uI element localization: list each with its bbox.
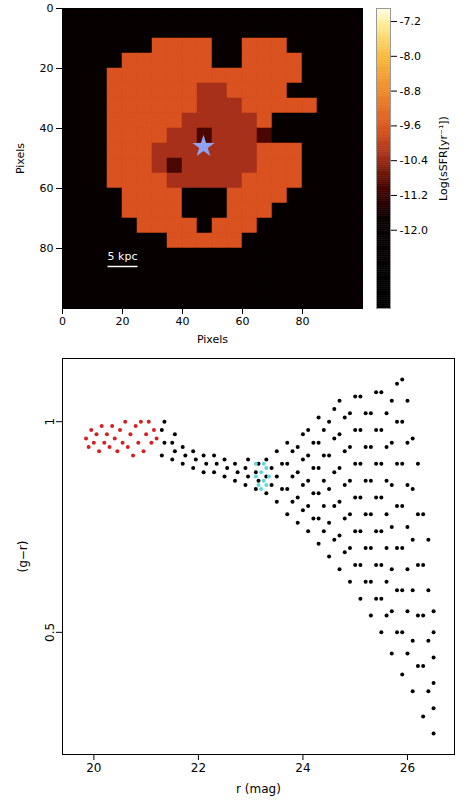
svg-text:26: 26 <box>400 761 415 775</box>
svg-text:40: 40 <box>176 315 190 328</box>
svg-text:0: 0 <box>59 315 66 328</box>
svg-text:Pixels: Pixels <box>197 333 228 346</box>
svg-text:20: 20 <box>40 62 54 75</box>
svg-text:-11.2: -11.2 <box>400 189 428 202</box>
svg-text:0.5: 0.5 <box>43 623 57 642</box>
svg-text:40: 40 <box>40 122 54 135</box>
svg-text:r (mag): r (mag) <box>236 782 281 796</box>
svg-text:-7.2: -7.2 <box>400 15 421 28</box>
svg-text:22: 22 <box>191 761 206 775</box>
svg-text:80: 80 <box>40 242 54 255</box>
svg-text:-12.0: -12.0 <box>400 224 428 237</box>
svg-text:5 kpc: 5 kpc <box>108 250 138 263</box>
svg-text:20: 20 <box>86 761 101 775</box>
svg-text:60: 60 <box>40 182 54 195</box>
svg-text:24: 24 <box>295 761 310 775</box>
svg-text:-8.8: -8.8 <box>400 85 421 98</box>
svg-text:(g−r): (g−r) <box>16 541 30 573</box>
svg-text:Log(sSFR[yr⁻¹]): Log(sSFR[yr⁻¹]) <box>437 116 450 201</box>
svg-text:1: 1 <box>43 418 57 426</box>
svg-text:60: 60 <box>236 315 250 328</box>
svg-text:-10.4: -10.4 <box>400 154 428 167</box>
svg-text:Pixels: Pixels <box>14 143 27 174</box>
svg-text:80: 80 <box>296 315 310 328</box>
svg-text:0: 0 <box>47 2 54 15</box>
svg-text:20: 20 <box>116 315 130 328</box>
svg-text:-9.6: -9.6 <box>400 119 421 132</box>
svg-text:-8.0: -8.0 <box>400 50 421 63</box>
